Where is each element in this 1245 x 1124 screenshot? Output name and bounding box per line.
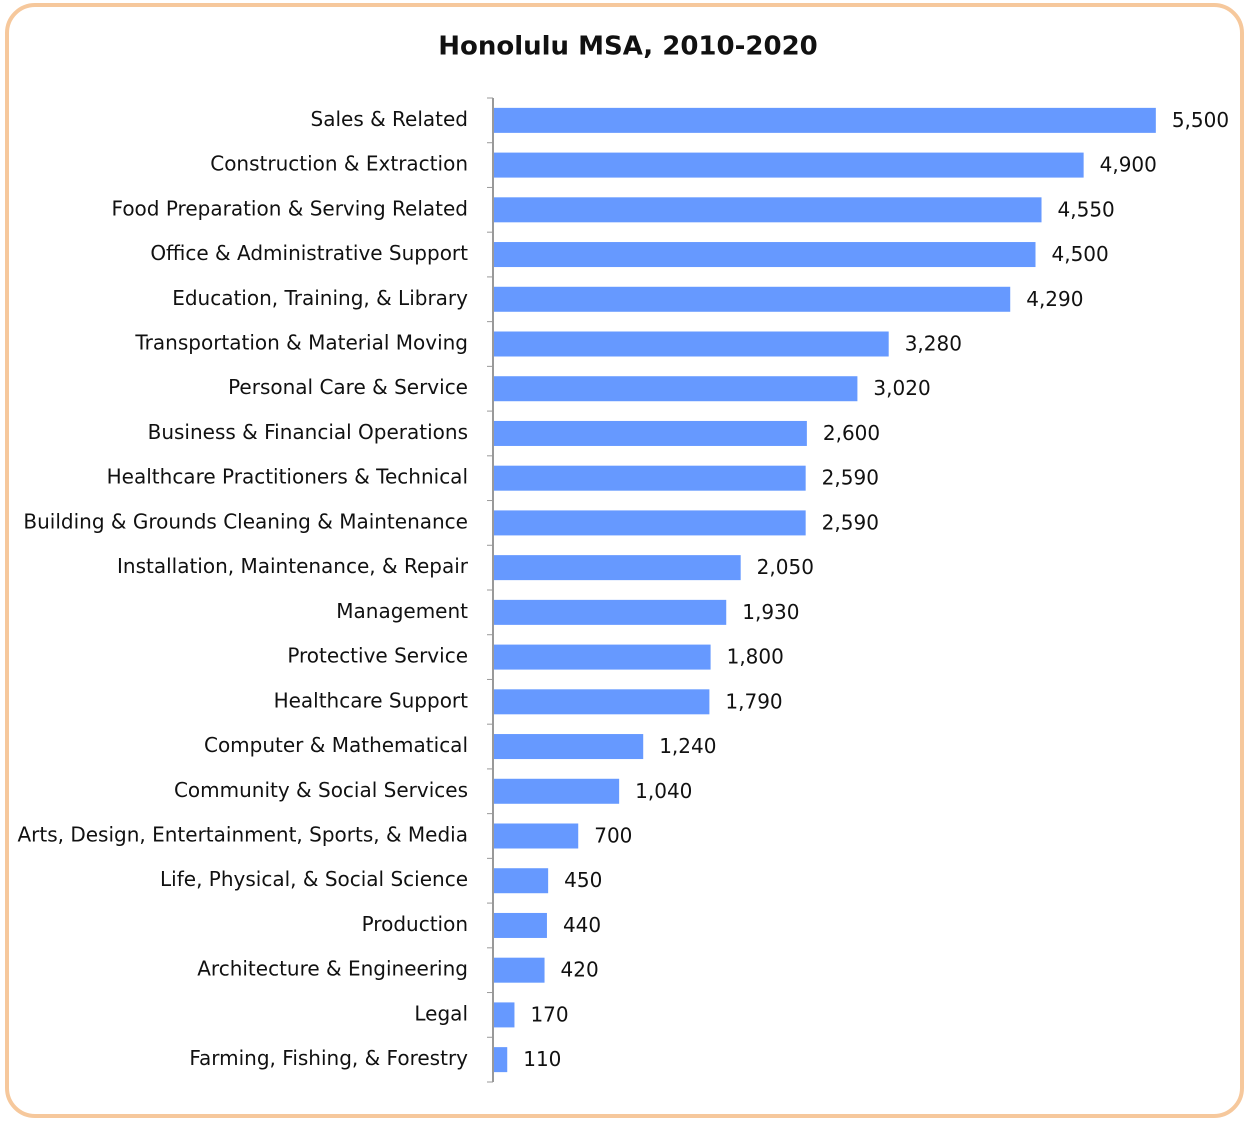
bar — [494, 1002, 515, 1028]
y-tick-label: Life, Physical, & Social Science — [160, 867, 468, 891]
bar — [494, 823, 579, 849]
y-tick-label: Protective Service — [287, 644, 468, 668]
data-label: 4,550 — [1058, 197, 1115, 221]
data-label: 420 — [561, 958, 599, 982]
bar — [494, 197, 1042, 223]
data-label: 4,500 — [1052, 242, 1109, 266]
data-label: 2,050 — [757, 555, 814, 579]
data-label: 1,790 — [725, 689, 782, 713]
y-tick-label: Building & Grounds Cleaning & Maintenanc… — [23, 509, 468, 533]
y-tick-label: Installation, Maintenance, & Repair — [117, 554, 469, 578]
data-label: 1,040 — [635, 779, 692, 803]
data-label: 5,500 — [1172, 108, 1229, 132]
bar — [494, 376, 858, 402]
y-tick-label: Computer & Mathematical — [204, 733, 468, 757]
data-label: 4,900 — [1100, 153, 1157, 177]
bar — [494, 868, 549, 894]
data-label: 700 — [594, 824, 632, 848]
y-tick-label: Management — [336, 599, 468, 623]
y-tick-label: Farming, Fishing, & Forestry — [189, 1046, 468, 1070]
bar — [494, 599, 727, 625]
y-tick-label: Healthcare Practitioners & Technical — [107, 465, 468, 489]
y-tick-label: Production — [362, 912, 468, 936]
data-label: 1,930 — [742, 600, 799, 624]
y-tick-label: Architecture & Engineering — [197, 957, 468, 981]
y-tick-label: Office & Administrative Support — [150, 241, 468, 265]
bar — [494, 1047, 508, 1073]
y-tick-label: Community & Social Services — [174, 778, 468, 802]
bar — [494, 465, 806, 491]
y-tick-label: Food Preparation & Serving Related — [112, 196, 468, 220]
y-tick-label: Construction & Extraction — [210, 152, 468, 176]
data-label: 2,590 — [822, 466, 879, 490]
data-label: 450 — [564, 868, 602, 892]
bar — [494, 957, 545, 983]
data-label: 440 — [563, 913, 601, 937]
y-tick-label: Sales & Related — [311, 107, 469, 131]
y-tick-label: Legal — [414, 1001, 468, 1025]
bar — [494, 555, 741, 581]
bar — [494, 912, 547, 938]
data-label: 2,590 — [822, 510, 879, 534]
y-tick-label: Business & Financial Operations — [148, 420, 468, 444]
bar — [494, 107, 1156, 133]
bar — [494, 420, 807, 446]
bar — [494, 286, 1011, 312]
y-tick-label: Education, Training, & Library — [172, 286, 468, 310]
y-tick-label: Healthcare Support — [274, 688, 469, 712]
data-label: 3,020 — [873, 376, 930, 400]
data-label: 1,800 — [727, 645, 784, 669]
y-tick-label: Personal Care & Service — [228, 375, 468, 399]
bar — [494, 331, 889, 357]
chart-title: Honolulu MSA, 2010-2020 — [438, 32, 818, 62]
data-label: 2,600 — [823, 421, 880, 445]
bar — [494, 734, 644, 760]
bar — [494, 644, 711, 670]
y-tick-label: Transportation & Material Moving — [134, 331, 468, 355]
data-label: 3,280 — [905, 332, 962, 356]
data-label: 110 — [523, 1047, 561, 1071]
bar — [494, 242, 1036, 268]
bar — [494, 689, 710, 715]
data-label: 1,240 — [659, 734, 716, 758]
bar — [494, 778, 620, 804]
bar — [494, 152, 1084, 178]
data-label: 170 — [530, 1002, 568, 1026]
data-label: 4,290 — [1026, 287, 1083, 311]
bar — [494, 510, 806, 536]
y-tick-label: Arts, Design, Entertainment, Sports, & M… — [17, 823, 468, 847]
